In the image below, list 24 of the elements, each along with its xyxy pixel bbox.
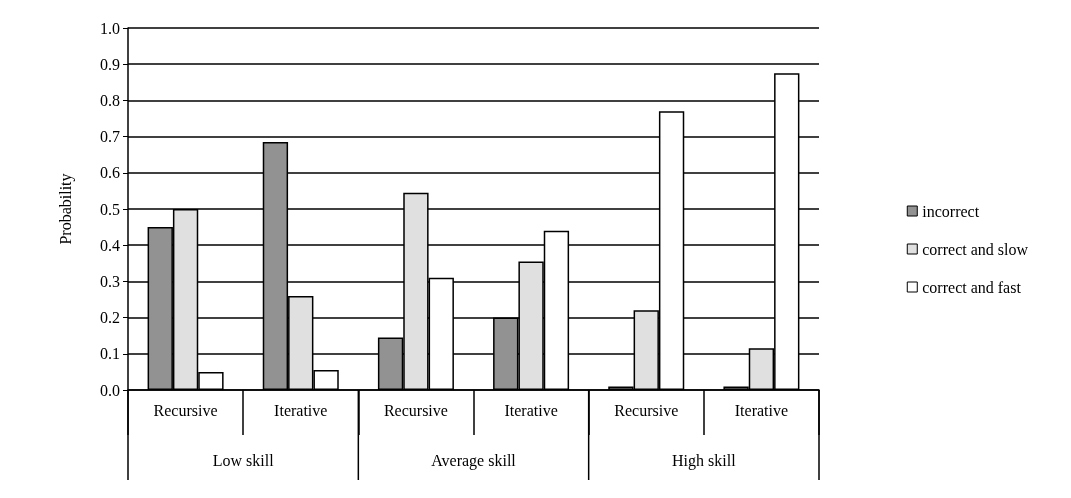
- text: High skill: [672, 451, 737, 470]
- y-tick-label: 0.6: [100, 164, 120, 182]
- y-tick-label: 0.0: [100, 381, 120, 399]
- legend-label: correct and fast: [922, 278, 1022, 296]
- y-axis-title: Probability: [56, 173, 75, 245]
- text: Average skill: [431, 451, 517, 470]
- y-tick-label: 0.5: [100, 200, 120, 218]
- x-tick-label: Iterative: [734, 401, 789, 419]
- y-tick-label: 0.3: [100, 272, 120, 290]
- y-tick-label: 0.8: [100, 91, 120, 109]
- x-tick-label: Recursive: [614, 401, 679, 419]
- x-tick-label: Iterative: [274, 401, 328, 419]
- y-tick-label: 0.2: [100, 309, 120, 327]
- y-tick-label: 0.7: [100, 128, 120, 146]
- text: Low skill: [212, 451, 275, 469]
- y-tick-label: 0.1: [100, 345, 120, 363]
- x-tick-label: Recursive: [383, 401, 448, 419]
- legend-label: correct and slow: [922, 240, 1029, 258]
- y-tick-label: 0.4: [100, 236, 120, 254]
- x-tick-label: Iterative: [504, 401, 558, 419]
- x-tick-label: Recursive: [153, 401, 218, 419]
- legend-label: incorrect: [922, 202, 980, 220]
- y-tick-label: 1.0: [100, 19, 120, 37]
- y-tick-label: 0.9: [100, 55, 120, 73]
